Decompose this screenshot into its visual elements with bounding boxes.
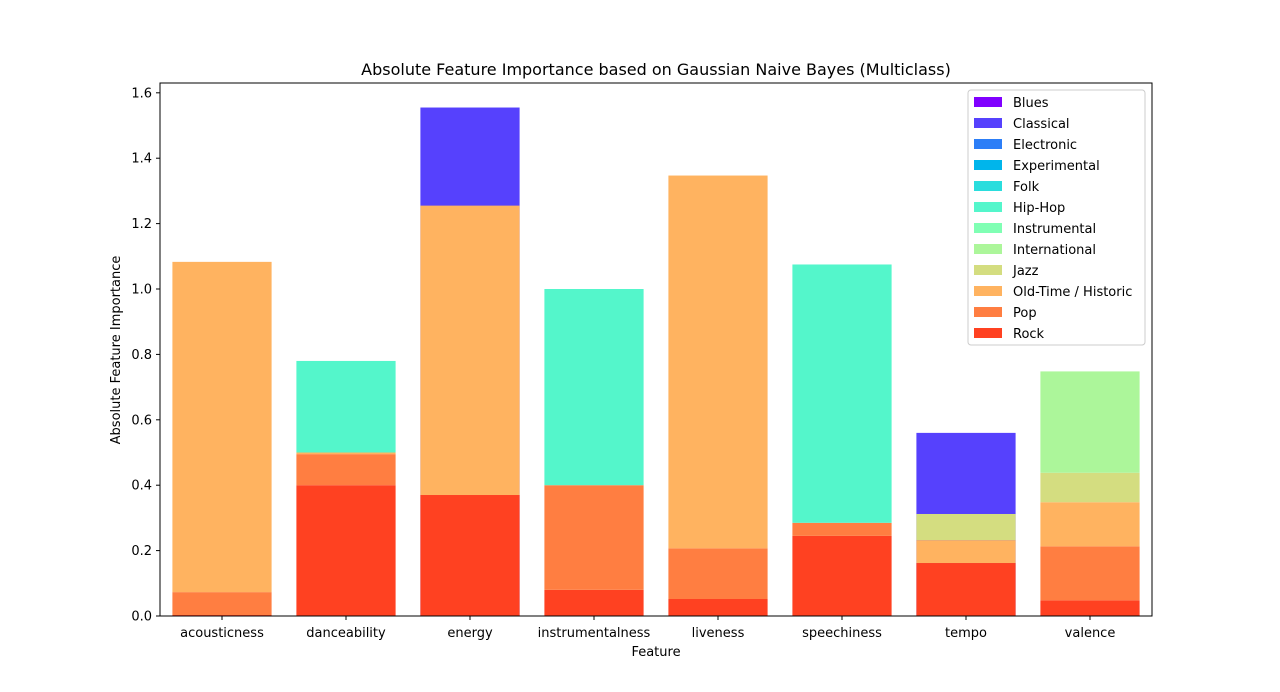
bar-pop-acousticness <box>172 592 272 616</box>
bar-old-time-historic-liveness <box>668 175 768 549</box>
y-tick-label: 1.2 <box>131 217 152 232</box>
legend-label-folk: Folk <box>1013 180 1040 195</box>
bar-pop-valence <box>1040 546 1140 601</box>
x-tick-label: liveness <box>692 626 745 641</box>
bar-old-time-historic-energy <box>420 205 520 496</box>
bar-rock-danceability <box>296 485 396 616</box>
legend-swatch-instrumental <box>974 223 1002 233</box>
x-tick-label: speechiness <box>802 626 882 641</box>
legend-swatch-blues <box>974 97 1002 107</box>
x-axis-label: Feature <box>631 645 680 660</box>
bar-jazz-tempo <box>916 513 1016 541</box>
bar-pop-danceability <box>296 454 396 486</box>
legend-label-blues: Blues <box>1013 96 1049 111</box>
plot-frame <box>159 82 1153 617</box>
bar-hip-hop-danceability <box>296 360 396 453</box>
x-tick-label: danceability <box>306 626 386 641</box>
legend-label-classical: Classical <box>1013 117 1070 132</box>
legend-label-rock: Rock <box>1013 327 1045 342</box>
x-tick-label: instrumentalness <box>538 626 651 641</box>
legend-swatch-rock <box>974 328 1002 338</box>
bar-hip-hop-instrumentalness <box>544 289 644 486</box>
legend-box <box>967 89 1146 346</box>
bar-pop-instrumentalness <box>544 485 644 590</box>
bar-rock-energy <box>420 495 520 616</box>
legend-label-hip-hop: Hip-Hop <box>1013 201 1065 216</box>
y-tick-label: 1.4 <box>131 152 152 167</box>
y-tick-label: 0.6 <box>131 413 152 428</box>
y-tick-label: 0.0 <box>131 610 152 625</box>
bar-pop-liveness <box>668 548 768 599</box>
bar-international-valence <box>1040 371 1140 473</box>
legend-swatch-old-time-historic <box>974 286 1002 296</box>
legend-swatch-experimental <box>974 160 1002 170</box>
y-tick-label: 1.6 <box>131 86 152 101</box>
legend-swatch-electronic <box>974 139 1002 149</box>
bar-rock-speechiness <box>792 535 892 616</box>
chart-title: Absolute Feature Importance based on Gau… <box>361 60 951 79</box>
legend-label-old-time-historic: Old-Time / Historic <box>1013 285 1132 300</box>
legend-label-international: International <box>1013 243 1096 258</box>
x-tick-label: energy <box>447 626 493 641</box>
legend-swatch-international <box>974 244 1002 254</box>
x-tick-label: tempo <box>945 626 987 641</box>
bar-rock-valence <box>1040 600 1140 616</box>
legend-swatch-hip-hop <box>974 202 1002 212</box>
legend-label-pop: Pop <box>1013 306 1037 321</box>
bar-old-time-historic-tempo <box>916 540 1016 564</box>
x-ticks: acousticness danceability energy instrument… <box>180 616 1115 641</box>
legend-swatch-folk <box>974 181 1002 191</box>
bar-jazz-valence <box>1040 472 1140 503</box>
legend: Blues Classical Electronic Experimental Folk… <box>967 89 1146 346</box>
y-tick-label: 0.4 <box>131 479 152 494</box>
x-tick-label: acousticness <box>180 626 264 641</box>
bar-old-time-historic-acousticness <box>172 261 272 593</box>
y-axis-label: Absolute Feature Importance <box>109 256 124 445</box>
legend-label-jazz: Jazz <box>1012 264 1039 279</box>
legend-label-experimental: Experimental <box>1013 159 1100 174</box>
bar-rock-liveness <box>668 598 768 616</box>
y-tick-label: 0.2 <box>131 544 152 559</box>
legend-swatch-jazz <box>974 265 1002 275</box>
y-tick-label: 0.8 <box>131 348 152 363</box>
legend-label-instrumental: Instrumental <box>1013 222 1096 237</box>
legend-label-electronic: Electronic <box>1013 138 1077 153</box>
bar-rock-tempo <box>916 563 1016 616</box>
bar-old-time-historic-valence <box>1040 502 1140 547</box>
legend-swatch-pop <box>974 307 1002 317</box>
x-tick-label: valence <box>1065 626 1116 641</box>
bar-old-time-historic-danceability <box>296 452 396 455</box>
y-ticks: 0.0 0.2 0.4 0.6 0.8 1.0 1.2 1.4 1.6 <box>131 86 160 625</box>
y-tick-label: 1.0 <box>131 283 152 298</box>
bar-hip-hop-speechiness <box>792 264 892 523</box>
bar-pop-speechiness <box>792 522 892 536</box>
bar-rock-instrumentalness <box>544 589 644 616</box>
legend-swatch-classical <box>974 118 1002 128</box>
bars <box>172 107 1140 616</box>
